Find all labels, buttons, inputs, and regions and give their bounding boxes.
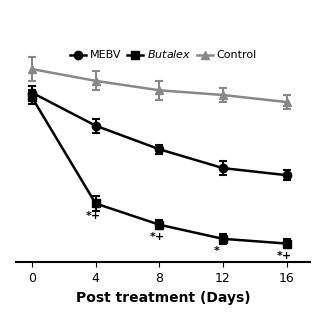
Text: *+: *+ xyxy=(150,232,165,242)
X-axis label: Post treatment (Days): Post treatment (Days) xyxy=(76,291,251,305)
Text: *: * xyxy=(213,246,219,256)
Text: *+: *+ xyxy=(86,211,101,220)
Text: *+: *+ xyxy=(277,251,292,260)
Legend: MEBV, $\it{Butalex}$, Control: MEBV, $\it{Butalex}$, Control xyxy=(65,44,261,65)
